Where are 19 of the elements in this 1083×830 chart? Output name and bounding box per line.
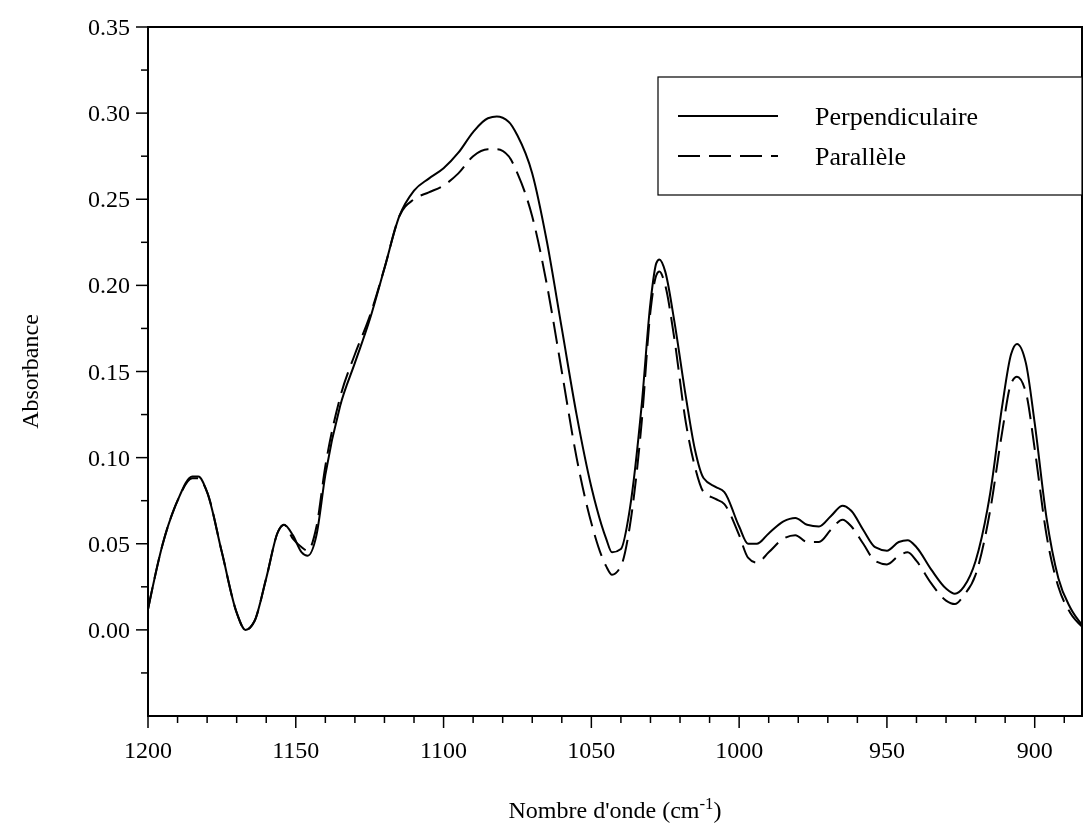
x-tick-label: 1200 <box>124 737 172 763</box>
x-tick-label: 900 <box>1016 737 1053 763</box>
y-tick-label: 0.30 <box>88 100 130 127</box>
x-axis-title: Nombre d'onde (cm$^{-1}$) <box>508 793 722 823</box>
y-tick-label: 0.20 <box>88 272 130 299</box>
y-tick-label: 0.35 <box>88 14 130 40</box>
y-tick-label: 0.15 <box>88 358 130 385</box>
y-tick-label: 0.00 <box>88 616 130 643</box>
legend-label: Perpendiculaire <box>815 102 979 131</box>
x-tick-label: 950 <box>868 737 905 763</box>
y-tick-label: 0.05 <box>88 530 130 557</box>
y-tick-label: 0.10 <box>88 444 130 471</box>
y-tick-label: 0.25 <box>88 186 130 213</box>
x-tick-label: 1050 <box>567 737 616 763</box>
x-tick-label: 1150 <box>272 737 320 763</box>
legend-label: Parallèle <box>815 142 906 171</box>
x-tick-label: 1100 <box>420 737 468 763</box>
y-axis-title: Absorbance <box>17 314 43 429</box>
x-tick-label: 1000 <box>715 737 764 763</box>
